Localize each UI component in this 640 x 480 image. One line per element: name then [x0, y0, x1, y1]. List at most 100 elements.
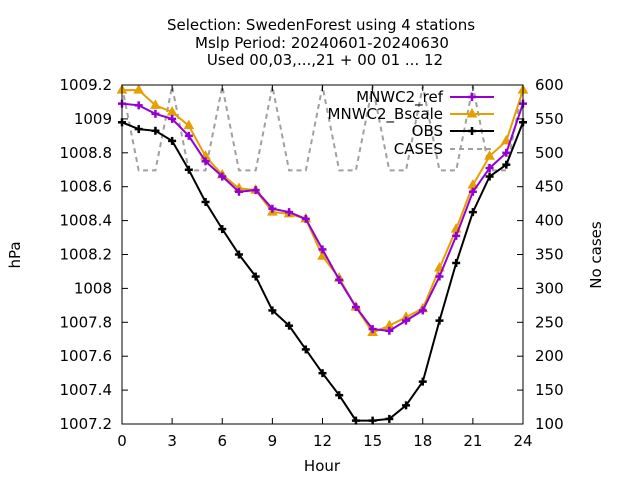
data-point-obs — [402, 401, 411, 410]
legend-label: CASES — [394, 140, 443, 158]
data-point-obs — [251, 272, 260, 281]
chart-title-line-1: Selection: SwedenForest using 4 stations — [167, 16, 475, 34]
x-tick-label: 6 — [217, 432, 227, 450]
data-point-mnwc2-ref — [251, 186, 260, 195]
data-point-mnwc2-ref — [435, 272, 444, 281]
legend-label: OBS — [412, 122, 443, 140]
chart-title-line-3: Used 00,03,...,21 + 00 01 ... 12 — [207, 51, 443, 69]
x-tick-label: 18 — [413, 432, 432, 450]
series-line-mnwc2-bscale — [122, 89, 524, 334]
data-point-mnwc2-bscale — [183, 119, 195, 130]
y-tick-label: 1008.4 — [60, 212, 113, 230]
x-axis-label: Hour — [304, 457, 341, 475]
y-tick-label: 1008.8 — [60, 144, 113, 162]
data-point-mnwc2-ref — [368, 325, 377, 334]
x-tick-label: 3 — [167, 432, 177, 450]
data-point-obs — [502, 160, 511, 169]
series-mnwc2-ref — [118, 99, 527, 335]
y-axis-ticks: 1007.2 1007.4 1007.6 1007.8 1008 1008.2 1008.4… — [60, 76, 128, 433]
y2-tick-label: 500 — [535, 144, 564, 162]
data-point-mnwc2-ref — [184, 131, 193, 140]
y2-tick-label: 400 — [535, 212, 564, 230]
y-tick-label: 1007.6 — [60, 347, 113, 365]
y-tick-label: 1009.2 — [60, 76, 113, 94]
data-point-mnwc2-ref — [485, 164, 494, 173]
data-point-obs — [285, 321, 294, 330]
data-point-mnwc2-ref — [318, 245, 327, 254]
x-tick-label: 9 — [268, 432, 278, 450]
data-point-mnwc2-ref — [168, 114, 177, 123]
data-point-obs — [301, 345, 310, 354]
data-point-obs — [218, 225, 227, 234]
y2-tick-label: 150 — [535, 381, 564, 399]
data-point-mnwc2-ref — [134, 101, 143, 110]
x-tick-label: 12 — [313, 432, 332, 450]
y2-axis-ticks: 100 150 200 250 300 350 400 450 500 550 600 — [517, 76, 564, 433]
data-point-mnwc2-ref — [502, 148, 511, 157]
y2-tick-label: 100 — [535, 415, 564, 433]
data-point-obs — [452, 258, 461, 267]
data-point-obs — [201, 197, 210, 206]
y2-tick-label: 550 — [535, 110, 564, 128]
data-point-mnwc2-ref — [402, 316, 411, 325]
y2-tick-label: 600 — [535, 76, 564, 94]
y2-tick-label: 250 — [535, 313, 564, 331]
y2-tick-label: 300 — [535, 279, 564, 297]
data-point-obs — [351, 416, 360, 425]
legend-marker-obs — [468, 127, 476, 135]
data-point-obs — [385, 414, 394, 423]
y2-tick-label: 200 — [535, 347, 564, 365]
y-tick-label: 1007.4 — [60, 381, 113, 399]
x-axis-ticks: 0 3 6 9 12 15 18 21 24 — [117, 85, 533, 450]
y-tick-label: 1009 — [74, 110, 112, 128]
data-point-obs — [335, 391, 344, 400]
data-point-obs — [134, 125, 143, 134]
y-tick-label: 1007.2 — [60, 415, 113, 433]
legend-marker-mnwc2-ref — [468, 93, 476, 101]
data-point-mnwc2-ref — [351, 303, 360, 312]
data-point-obs — [234, 250, 243, 259]
y2-tick-label: 450 — [535, 178, 564, 196]
data-point-mnwc2-ref — [285, 208, 294, 217]
legend-item-obs: OBS — [412, 122, 494, 140]
data-point-mnwc2-ref — [201, 157, 210, 166]
x-tick-label: 0 — [117, 432, 127, 450]
legend-label: MNWC2_Bscale — [328, 105, 443, 124]
y-axis-label: hPa — [6, 241, 24, 268]
data-point-obs — [468, 208, 477, 217]
y-tick-label: 1007.8 — [60, 313, 113, 331]
x-tick-label: 24 — [513, 432, 532, 450]
data-point-mnwc2-ref — [218, 172, 227, 181]
data-point-mnwc2-ref — [151, 109, 160, 118]
y2-axis-label: No cases — [587, 221, 605, 289]
data-point-mnwc2-ref — [468, 187, 477, 196]
data-point-mnwc2-ref — [234, 187, 243, 196]
legend-label: MNWC2_ref — [356, 88, 444, 107]
data-point-obs — [151, 126, 160, 135]
legend-marker-mnwc2-bscale — [466, 107, 478, 118]
data-point-obs — [184, 165, 193, 174]
data-point-mnwc2-ref — [301, 214, 310, 223]
data-point-obs — [268, 306, 277, 315]
legend-item-mnwc2-bscale: MNWC2_Bscale — [328, 105, 494, 124]
data-point-mnwc2-bscale — [500, 134, 512, 145]
data-point-obs — [168, 136, 177, 145]
data-point-mnwc2-ref — [268, 204, 277, 213]
legend-item-mnwc2-ref: MNWC2_ref — [356, 88, 494, 107]
data-point-obs — [418, 377, 427, 386]
data-point-mnwc2-bscale — [484, 150, 495, 160]
y-tick-label: 1008.2 — [60, 246, 113, 264]
y-tick-label: 1008.6 — [60, 178, 113, 196]
data-point-mnwc2-ref — [418, 306, 427, 315]
y2-tick-label: 350 — [535, 246, 564, 264]
legend-item-cases: CASES — [394, 140, 494, 158]
data-point-mnwc2-ref — [452, 231, 461, 240]
x-tick-label: 21 — [463, 432, 482, 450]
series-obs — [118, 118, 527, 425]
data-point-obs — [435, 316, 444, 325]
y-tick-label: 1008 — [74, 279, 112, 297]
x-tick-label: 15 — [363, 432, 382, 450]
pressure-series-group — [116, 84, 529, 425]
